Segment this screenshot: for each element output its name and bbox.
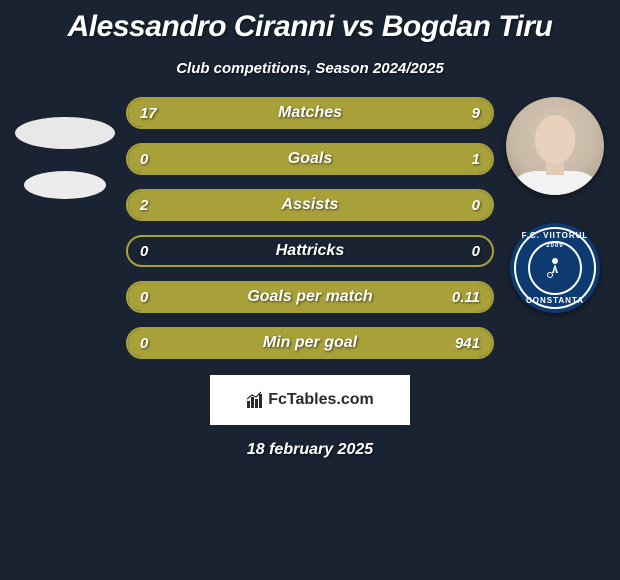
player1-avatar-placeholder (15, 117, 115, 149)
fctables-brand-text: FcTables.com (268, 391, 374, 409)
player1-club-placeholder (24, 171, 106, 199)
stat-value-right: 0 (472, 243, 480, 260)
stat-value-right: 9 (472, 105, 480, 122)
stat-bar-matches: 17 Matches 9 (126, 97, 494, 129)
stat-label: Goals per match (128, 288, 492, 306)
stat-label: Min per goal (128, 334, 492, 352)
stat-label: Hattricks (128, 242, 492, 260)
badge-top-text: F.C. VIITORUL (522, 231, 589, 240)
content-row: 17 Matches 9 0 Goals 1 2 Assists 0 (10, 97, 610, 359)
date-text: 18 february 2025 (247, 441, 373, 459)
fctables-watermark[interactable]: FcTables.com (210, 375, 410, 425)
avatar-head (535, 115, 575, 163)
stat-label: Goals (128, 150, 492, 168)
stat-value-right: 0 (472, 197, 480, 214)
stat-bar-assists: 2 Assists 0 (126, 189, 494, 221)
stat-bar-gpm: 0 Goals per match 0.11 (126, 281, 494, 313)
page-title: Alessandro Ciranni vs Bogdan Tiru (68, 10, 553, 44)
stat-label: Matches (128, 104, 492, 122)
subtitle: Club competitions, Season 2024/2025 (176, 60, 444, 77)
stats-column: 17 Matches 9 0 Goals 1 2 Assists 0 (120, 97, 500, 359)
fctables-logo-icon (246, 391, 264, 409)
stat-bar-mpg: 0 Min per goal 941 (126, 327, 494, 359)
stat-bar-hattricks: 0 Hattricks 0 (126, 235, 494, 267)
badge-bottom-text: CONSTANTA (526, 296, 584, 305)
stat-value-right: 0.11 (452, 289, 480, 306)
player2-club-badge: F.C. VIITORUL 2009 CONSTANTA (510, 223, 600, 313)
stat-bar-goals: 0 Goals 1 (126, 143, 494, 175)
player2-avatar (506, 97, 604, 195)
comparison-card: Alessandro Ciranni vs Bogdan Tiru Club c… (0, 0, 620, 459)
left-player-column (10, 97, 120, 359)
stat-value-right: 1 (472, 151, 480, 168)
stat-value-right: 941 (455, 335, 480, 352)
badge-year: 2009 (546, 243, 563, 249)
right-player-column: F.C. VIITORUL 2009 CONSTANTA (500, 97, 610, 359)
stat-label: Assists (128, 196, 492, 214)
